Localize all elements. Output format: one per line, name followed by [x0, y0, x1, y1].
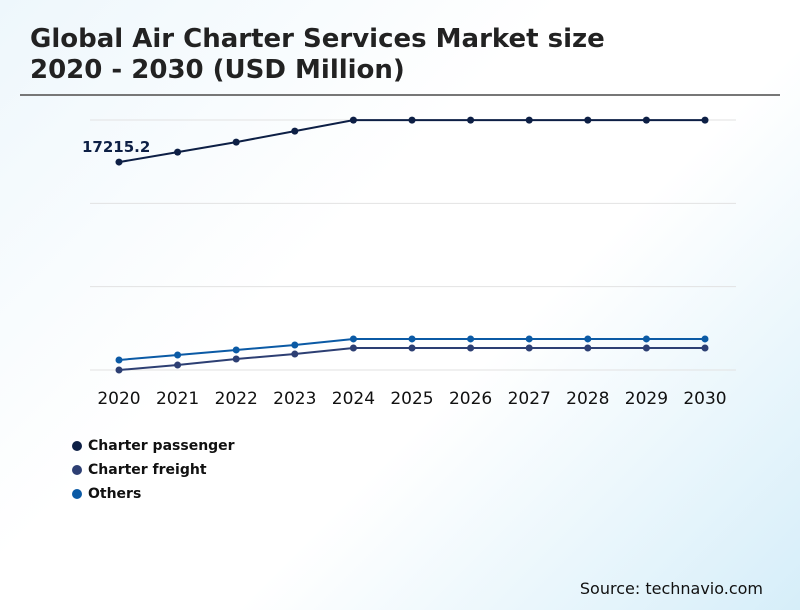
data-point — [115, 356, 123, 364]
data-point — [584, 116, 592, 124]
legend-label: Charter passenger — [88, 438, 235, 454]
x-tick-label: 2021 — [156, 389, 199, 409]
legend-dot — [72, 489, 82, 499]
data-point — [701, 344, 709, 352]
x-tick-label: 2030 — [683, 389, 726, 409]
x-tick-label: 2022 — [215, 389, 258, 409]
data-point — [174, 361, 182, 369]
data-point — [642, 335, 650, 343]
data-point — [525, 344, 533, 352]
data-point — [408, 116, 416, 124]
data-point — [349, 335, 357, 343]
data-point — [467, 335, 475, 343]
data-point — [349, 116, 357, 124]
data-point — [525, 116, 533, 124]
legend-label: Charter freight — [88, 462, 207, 478]
series-line — [118, 119, 705, 164]
data-point — [467, 116, 475, 124]
x-tick-label: 2025 — [390, 389, 433, 409]
data-point — [115, 158, 123, 166]
x-tick-label: 2026 — [449, 389, 492, 409]
x-tick-label: 2023 — [273, 389, 316, 409]
data-point — [291, 341, 299, 349]
data-point — [291, 350, 299, 358]
data-point — [584, 344, 592, 352]
title-divider — [20, 94, 780, 96]
data-point — [701, 116, 709, 124]
legend-item-charter-passenger[interactable]: Charter passenger — [72, 434, 235, 458]
data-point — [115, 366, 123, 374]
data-point — [349, 344, 357, 352]
legend-dot — [72, 465, 82, 475]
data-point — [642, 116, 650, 124]
data-point — [408, 335, 416, 343]
x-tick-label: 2029 — [625, 389, 668, 409]
source-note: Source: technavio.com — [579, 579, 763, 598]
legend-label: Others — [88, 486, 142, 502]
x-tick-label: 2024 — [332, 389, 375, 409]
data-point — [232, 355, 240, 363]
data-point — [174, 148, 182, 156]
data-point — [642, 344, 650, 352]
chart-title: Global Air Charter Services Market size 2… — [30, 24, 605, 85]
data-point — [701, 335, 709, 343]
data-point — [525, 335, 533, 343]
x-tick-label: 2020 — [97, 389, 140, 409]
data-point — [232, 138, 240, 146]
data-point — [408, 344, 416, 352]
legend: Charter passenger Charter freight Others — [72, 434, 235, 506]
data-point — [291, 127, 299, 135]
data-point — [584, 335, 592, 343]
legend-item-others[interactable]: Others — [72, 482, 235, 506]
x-tick-label: 2028 — [566, 389, 609, 409]
legend-dot — [72, 441, 82, 451]
x-tick-label: 2027 — [508, 389, 551, 409]
data-label: 17215.2 — [82, 138, 150, 156]
data-point — [467, 344, 475, 352]
legend-item-charter-freight[interactable]: Charter freight — [72, 458, 235, 482]
data-point — [232, 346, 240, 354]
data-point — [174, 351, 182, 359]
